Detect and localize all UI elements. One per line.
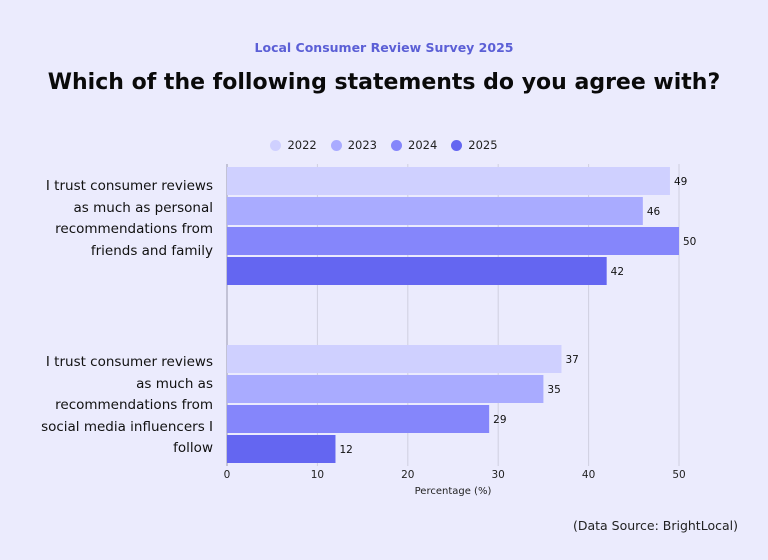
bar-2023-category-1: [227, 197, 643, 225]
x-tick-label-40: 40: [582, 469, 595, 481]
value-label-2022-category-1: 49: [674, 176, 687, 188]
bar-2023-category-2: [227, 375, 544, 403]
value-label-2024-category-1: 50: [683, 236, 696, 248]
legend-item-2024: 2024: [391, 138, 437, 152]
legend-label-2025: 2025: [468, 138, 498, 152]
legend-label-2022: 2022: [287, 138, 317, 152]
value-label-2025-category-1: 42: [611, 266, 624, 278]
x-tick-label-50: 50: [672, 469, 685, 481]
value-label-2022-category-2: 37: [565, 354, 578, 366]
legend-swatch-2024: [391, 139, 402, 151]
bar-2022-category-1: [227, 167, 670, 195]
value-label-2024-category-2: 29: [493, 414, 506, 426]
legend-item-2025: 2025: [451, 138, 498, 152]
data-source-note: (Data Source: BrightLocal): [572, 518, 738, 533]
bar-2025-category-2: [227, 435, 336, 463]
chart-subtitle: Local Consumer Review Survey 2025: [254, 40, 514, 55]
legend-swatch-2025: [451, 139, 463, 151]
bar-2024-category-1: [227, 227, 679, 255]
legend-item-2023: 2023: [330, 138, 377, 152]
value-label-2025-category-2: 12: [339, 444, 352, 456]
legend-label-2023: 2023: [347, 138, 377, 152]
category-label-influencers: I trust consumer reviews as much as reco…: [41, 354, 213, 456]
x-axis-label: Percentage (%): [414, 486, 492, 497]
bar-2024-category-2: [227, 405, 490, 433]
x-tick-label-30: 30: [492, 469, 505, 481]
value-label-2023-category-1: 46: [647, 206, 661, 218]
x-tick-label-20: 20: [401, 469, 414, 481]
legend-item-2022: 2022: [270, 138, 317, 152]
x-tick-label-10: 10: [311, 469, 324, 481]
category-label-personal-recommendations: I trust consumer reviews as much as pers…: [45, 178, 213, 259]
x-tick-label-0: 0: [224, 469, 231, 481]
legend-swatch-2022: [270, 139, 282, 151]
legend-swatch-2023: [330, 139, 342, 151]
chart-title: Which of the following statements do you…: [47, 70, 721, 95]
legend: 2022 2023 2024 2025: [0, 138, 768, 152]
value-label-2023-category-2: 35: [547, 384, 560, 396]
bar-2022-category-2: [227, 345, 562, 373]
legend-label-2024: 2024: [408, 138, 438, 152]
bar-2025-category-1: [227, 257, 607, 285]
